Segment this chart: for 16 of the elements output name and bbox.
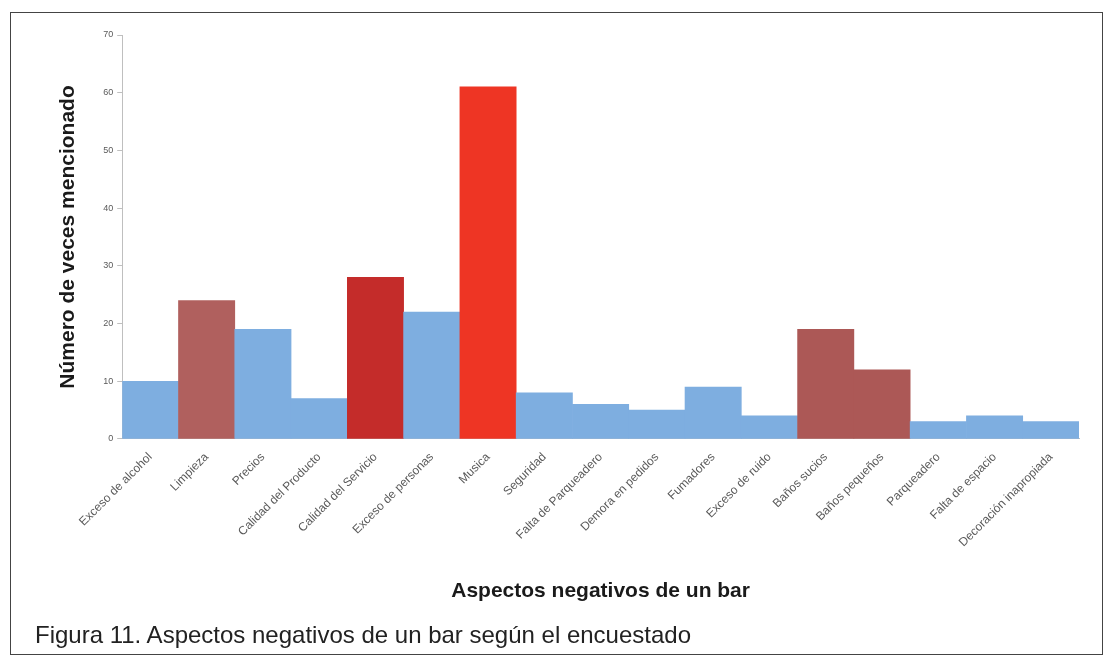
y-tick-label: 60 <box>103 87 114 98</box>
y-tick-label: 10 <box>103 375 114 386</box>
y-tick-label: 70 <box>103 29 114 40</box>
y-tick-label: 30 <box>103 260 114 271</box>
x-axis-title: Aspectos negativos de un bar <box>451 578 750 602</box>
bar <box>122 380 179 439</box>
y-axis-title: Número de veces mencionado <box>55 85 79 389</box>
y-tick-label: 50 <box>103 144 114 155</box>
y-tick-label: 0 <box>108 433 114 444</box>
text: Figura 11. Aspectos negativos de un bar según el encuestado <box>35 621 692 649</box>
bar <box>459 86 517 439</box>
bar <box>403 311 461 439</box>
y-tick-label: 40 <box>103 202 114 213</box>
bar <box>178 300 236 439</box>
bar <box>347 277 404 439</box>
y-tick-label: 20 <box>103 318 114 329</box>
